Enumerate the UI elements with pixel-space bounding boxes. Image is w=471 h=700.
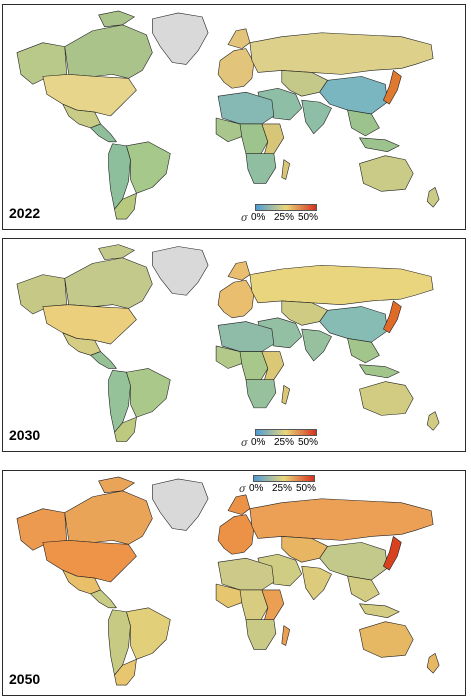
region-central-america bbox=[90, 351, 117, 369]
region-australia bbox=[359, 381, 414, 416]
region-canada bbox=[64, 24, 153, 79]
region-australia bbox=[359, 621, 414, 658]
legend-tick-50: 50% bbox=[298, 437, 319, 448]
region-usa bbox=[42, 540, 137, 583]
map-panel-2030: 2030 σ 0% 25% 50% bbox=[2, 238, 466, 452]
region-north-africa bbox=[217, 91, 275, 125]
world-map bbox=[16, 476, 440, 686]
legend: σ 0% 25% 50% bbox=[241, 204, 321, 229]
region-japan bbox=[383, 70, 402, 105]
region-central-asia bbox=[281, 536, 328, 563]
region-east-africa bbox=[281, 385, 291, 405]
sigma-symbol: σ bbox=[241, 438, 248, 449]
region-southern-africa bbox=[245, 379, 277, 409]
region-india bbox=[301, 565, 332, 601]
region-europe bbox=[227, 494, 251, 515]
region-brazil bbox=[126, 141, 171, 194]
legend-tick-25: 25% bbox=[274, 437, 295, 448]
region-usa bbox=[42, 304, 137, 345]
legend-tick-50: 50% bbox=[296, 483, 317, 494]
region-europe bbox=[217, 48, 255, 89]
region-southern-africa bbox=[245, 619, 277, 650]
legend-tick-0: 0% bbox=[249, 483, 264, 494]
region-se-asia bbox=[347, 338, 380, 364]
map-regions bbox=[16, 10, 440, 220]
color-scale-bar bbox=[255, 429, 317, 436]
region-russia bbox=[249, 498, 434, 541]
region-west-africa bbox=[215, 117, 245, 143]
map-panel-2022: 2022 σ 0% 25% 50% bbox=[2, 4, 466, 230]
map-panel-2050: 2050 σ 0% 25% 50% bbox=[2, 470, 466, 696]
region-india bbox=[301, 99, 332, 135]
legend-tick-0: 0% bbox=[251, 212, 266, 223]
region-greenland bbox=[152, 478, 209, 531]
region-australia bbox=[426, 187, 440, 208]
region-se-asia bbox=[359, 137, 400, 152]
map-regions bbox=[16, 476, 440, 686]
region-europe bbox=[227, 261, 251, 281]
region-japan bbox=[383, 300, 402, 334]
region-central-america bbox=[90, 123, 117, 143]
region-europe bbox=[217, 514, 255, 555]
region-canada bbox=[98, 10, 135, 28]
region-north-africa bbox=[217, 321, 275, 352]
region-russia bbox=[249, 32, 434, 75]
region-west-africa bbox=[215, 583, 245, 609]
region-europe bbox=[217, 279, 255, 319]
region-russia bbox=[249, 264, 434, 305]
region-southern-cone bbox=[114, 193, 137, 220]
sigma-symbol: σ bbox=[239, 484, 246, 495]
region-southern-africa bbox=[245, 153, 277, 184]
region-brazil bbox=[126, 607, 171, 660]
region-central-america bbox=[90, 589, 117, 609]
map-regions bbox=[16, 244, 440, 442]
region-greenland bbox=[152, 12, 209, 65]
region-se-asia bbox=[347, 109, 380, 137]
sigma-symbol: σ bbox=[241, 213, 248, 224]
year-label: 2030 bbox=[9, 427, 41, 443]
region-canada bbox=[98, 476, 135, 494]
legend-tick-25: 25% bbox=[272, 483, 293, 494]
region-australia bbox=[359, 155, 414, 192]
region-greenland bbox=[152, 246, 209, 296]
region-southern-cone bbox=[114, 416, 137, 442]
region-japan bbox=[383, 536, 402, 571]
legend-tick-0: 0% bbox=[251, 437, 266, 448]
legend: σ 0% 25% 50% bbox=[239, 475, 319, 501]
region-se-asia bbox=[347, 575, 380, 603]
region-brazil bbox=[126, 368, 171, 418]
region-southern-cone bbox=[114, 659, 137, 686]
region-canada bbox=[98, 244, 135, 260]
world-map bbox=[16, 244, 440, 442]
world-map bbox=[16, 10, 440, 220]
region-se-asia bbox=[359, 603, 400, 618]
region-west-africa bbox=[215, 345, 245, 369]
year-label: 2022 bbox=[9, 205, 41, 221]
region-central-asia bbox=[281, 70, 328, 97]
region-india bbox=[301, 328, 332, 362]
region-canada bbox=[64, 257, 153, 309]
region-australia bbox=[426, 653, 440, 674]
color-scale-bar bbox=[253, 475, 315, 482]
legend-tick-25: 25% bbox=[274, 212, 295, 223]
region-se-asia bbox=[359, 364, 400, 379]
region-australia bbox=[426, 411, 440, 431]
region-central-asia bbox=[281, 300, 328, 326]
region-usa bbox=[42, 74, 137, 117]
color-scale-bar bbox=[255, 204, 317, 211]
region-north-africa bbox=[217, 557, 275, 591]
region-canada bbox=[64, 490, 153, 545]
legend-tick-50: 50% bbox=[298, 212, 319, 223]
year-label: 2050 bbox=[9, 671, 41, 687]
region-east-africa bbox=[281, 159, 291, 180]
region-east-africa bbox=[281, 625, 291, 646]
legend: σ 0% 25% 50% bbox=[241, 429, 321, 451]
region-europe bbox=[227, 28, 251, 49]
